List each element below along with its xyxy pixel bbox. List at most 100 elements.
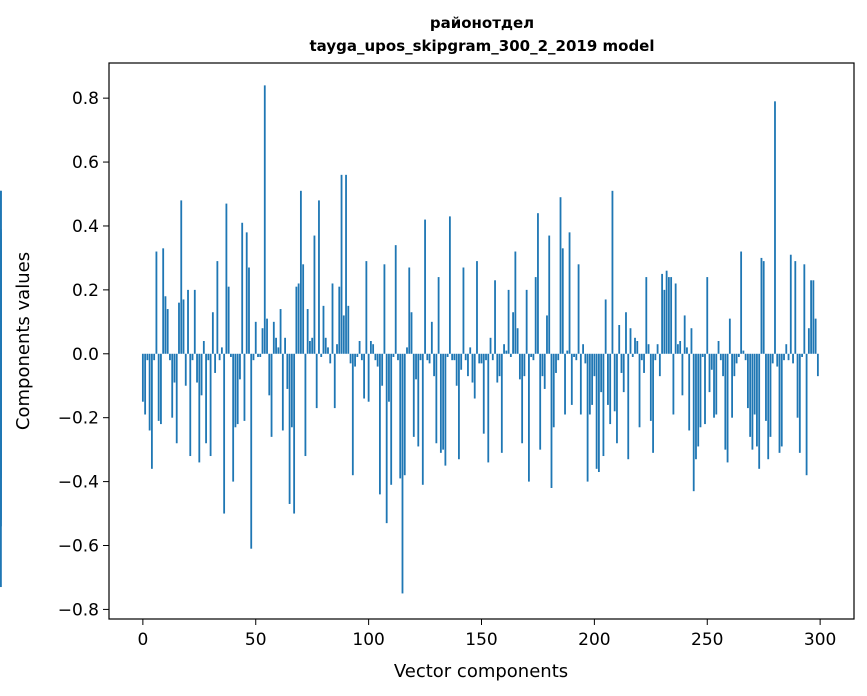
bar — [162, 248, 165, 354]
bar — [717, 341, 720, 354]
bar — [514, 251, 517, 354]
bar — [724, 353, 727, 450]
bar — [309, 341, 311, 354]
bar — [331, 283, 334, 354]
bar — [489, 337, 492, 354]
bar — [248, 267, 250, 354]
bar — [223, 353, 226, 514]
bar — [758, 353, 761, 469]
bar — [462, 267, 465, 354]
bar — [284, 337, 286, 354]
bar — [290, 353, 293, 428]
bar — [537, 213, 539, 354]
bar — [252, 353, 255, 361]
bar — [471, 353, 474, 383]
bar — [146, 353, 149, 361]
bar — [697, 353, 700, 447]
bar — [182, 299, 185, 354]
bar — [593, 353, 596, 377]
bar — [548, 235, 551, 354]
bar — [528, 353, 530, 482]
y-axis-label: Components values — [13, 252, 34, 430]
bar — [807, 328, 810, 354]
bar — [281, 353, 284, 431]
bar — [279, 309, 282, 354]
bar — [372, 344, 375, 354]
bar — [573, 353, 575, 357]
bar — [679, 341, 682, 354]
bar — [166, 309, 169, 354]
bar — [410, 312, 413, 354]
bar — [710, 353, 713, 370]
bar — [726, 353, 729, 463]
bar — [541, 353, 544, 377]
bar — [744, 353, 747, 361]
bar — [546, 315, 548, 354]
bar — [816, 353, 819, 377]
bar — [728, 318, 731, 354]
bar — [640, 353, 643, 361]
bar — [0, 229, 2, 354]
bar — [645, 277, 648, 354]
bar — [473, 353, 476, 399]
bar — [220, 347, 223, 354]
x-tick-label: 0 — [137, 630, 148, 650]
bar — [805, 353, 808, 476]
y-tick-label: 0.6 — [72, 153, 99, 173]
y-tick-label: 0.2 — [72, 281, 99, 301]
bar — [392, 353, 395, 357]
bar — [586, 353, 589, 482]
bar — [234, 353, 237, 428]
bar — [478, 353, 481, 364]
bar — [211, 312, 214, 354]
bar — [600, 353, 603, 393]
bar — [665, 270, 668, 354]
bar — [394, 245, 397, 354]
bar — [187, 289, 189, 354]
bar — [521, 353, 524, 444]
bar — [480, 353, 483, 364]
bar — [354, 353, 356, 367]
bar — [333, 353, 336, 409]
bar — [792, 353, 794, 364]
bar — [263, 85, 266, 354]
bar — [448, 216, 451, 354]
bar — [507, 289, 510, 354]
bar — [324, 337, 327, 354]
bar — [259, 353, 262, 357]
bar — [383, 264, 386, 354]
bar — [607, 353, 609, 405]
bar — [584, 353, 587, 364]
bar — [424, 219, 426, 354]
bar — [733, 353, 736, 377]
bar — [776, 353, 779, 367]
x-tick-label: 50 — [245, 630, 267, 650]
bar — [756, 353, 758, 447]
bar — [360, 353, 363, 361]
bar — [667, 277, 670, 354]
bar — [476, 261, 478, 354]
bar — [327, 347, 329, 354]
bar — [216, 261, 219, 354]
bar — [530, 353, 533, 357]
bar — [180, 200, 183, 354]
x-axis-label: Vector components — [394, 661, 568, 682]
bar — [397, 353, 399, 361]
bar — [446, 353, 449, 357]
bar — [385, 353, 388, 524]
bar — [561, 248, 564, 354]
bar — [467, 353, 469, 377]
bar — [342, 315, 345, 354]
bar — [144, 353, 147, 415]
bar — [345, 174, 347, 354]
bar — [338, 286, 341, 354]
bar — [686, 347, 688, 354]
bar — [672, 353, 675, 415]
bar — [582, 344, 584, 354]
bar — [719, 353, 722, 361]
bar — [643, 353, 645, 373]
bar — [801, 353, 803, 357]
bar — [243, 353, 246, 421]
bar — [304, 353, 307, 457]
bar — [780, 353, 783, 447]
